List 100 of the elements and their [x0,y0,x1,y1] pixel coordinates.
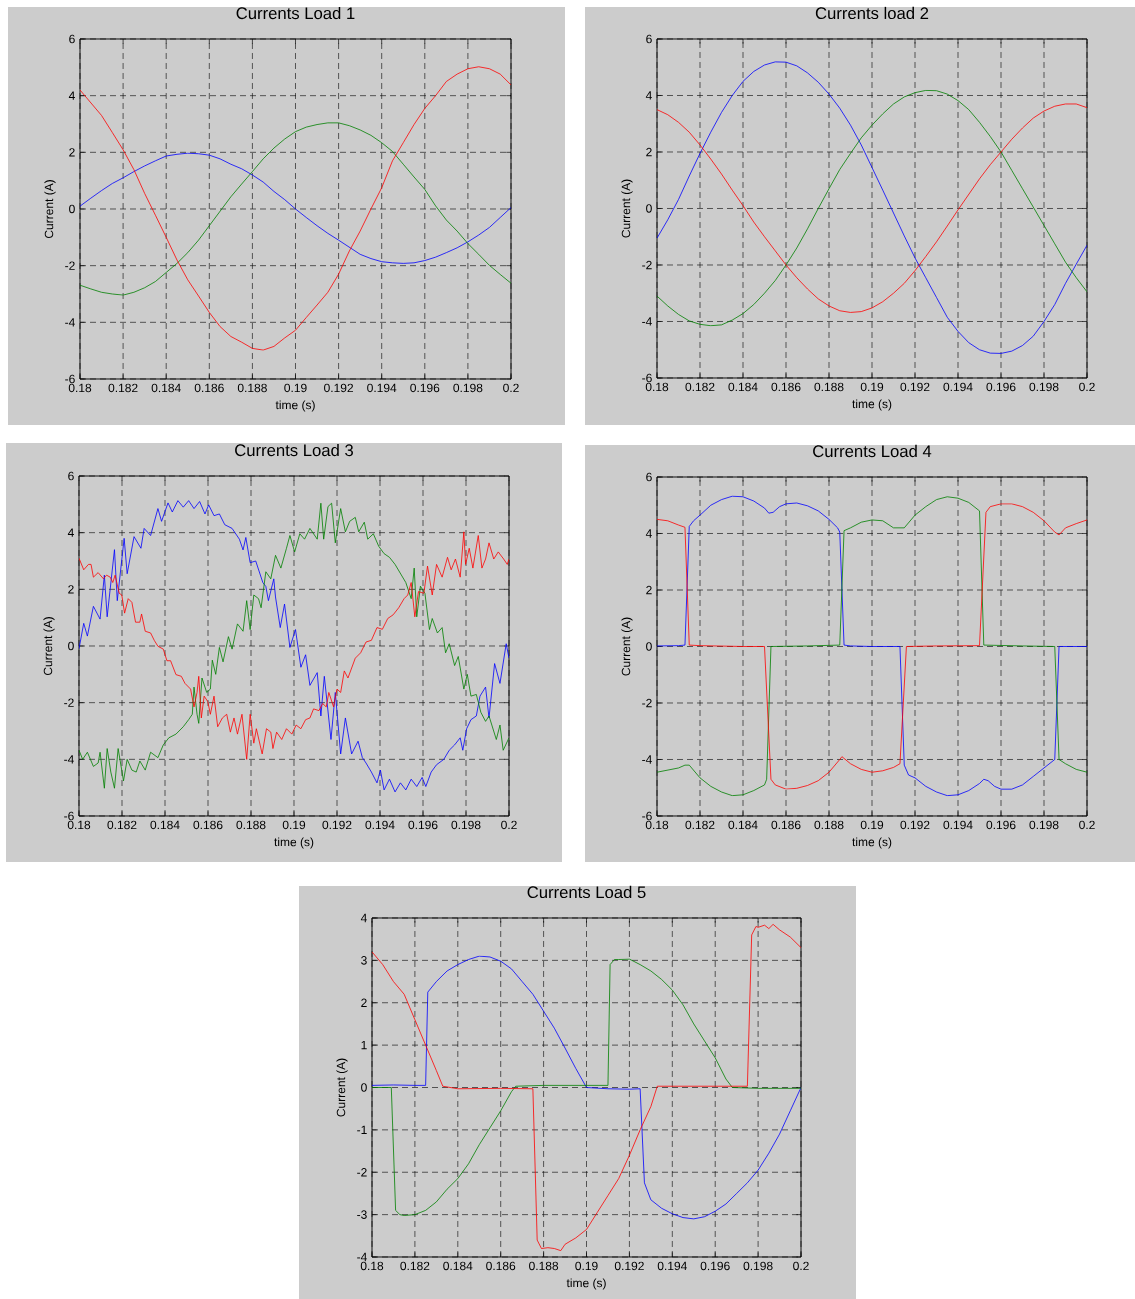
y-axis-title: Current (A) [44,180,56,239]
y-tick-label: -2 [64,698,74,707]
y-tick-label: -4 [65,318,75,327]
chart-title: Currents Load 5 [527,885,646,899]
y-tick-label: 0 [69,204,75,214]
x-tick-label: 0.19 [575,1261,598,1271]
x-tick-label: 0.198 [453,383,483,393]
x-tick-label: 0.186 [193,820,223,830]
y-tick-label: 1 [361,1040,367,1050]
x-tick-label: 0.182 [685,382,715,392]
y-tick-label: 6 [68,471,74,481]
x-tick-label: 0.198 [1029,820,1059,830]
y-tick-label: 2 [361,998,367,1007]
x-tick-label: 0.186 [771,382,801,392]
y-tick-label: -4 [357,1252,367,1262]
x-tick-label: 0.192 [324,383,353,393]
x-tick-label: 0.19 [860,820,884,830]
x-tick-label: 0.184 [728,382,758,392]
x-tick-label: 0.198 [451,820,481,830]
y-tick-label: -4 [64,755,74,764]
y-tick-label: 0 [646,204,652,213]
x-tick-label: 0.184 [151,383,181,393]
x-tick-label: 0.196 [408,820,438,830]
x-tick-label: 0.194 [943,382,973,392]
x-tick-label: 0.198 [1029,382,1059,392]
y-tick-label: -6 [642,811,652,821]
x-tick-label: 0.182 [685,820,715,830]
x-tick-label: 0.2 [501,820,517,830]
x-tick-label: 0.196 [986,382,1016,392]
x-tick-label: 0.188 [814,820,844,830]
y-tick-label: -6 [65,374,75,384]
x-axis-title: time (s) [274,837,314,849]
x-tick-label: 0.18 [645,820,669,830]
y-tick-label: 2 [68,585,74,594]
y-tick-label: -1 [357,1125,367,1134]
x-tick-label: 0.186 [771,820,801,830]
y-tick-label: 6 [646,34,652,44]
x-tick-label: 0.198 [743,1261,773,1271]
y-tick-label: -2 [642,698,652,708]
x-tick-label: 0.186 [486,1261,516,1271]
x-tick-label: 0.18 [360,1261,384,1271]
x-tick-label: 0.188 [814,382,844,392]
y-tick-label: 2 [646,585,652,595]
x-tick-label: 0.194 [367,383,397,393]
x-tick-label: 0.196 [986,820,1016,830]
x-tick-label: 0.184 [443,1261,473,1271]
y-tick-label: 6 [69,34,75,44]
y-tick-label: -2 [642,260,652,270]
x-tick-label: 0.18 [67,820,91,830]
chart-title: Currents load 2 [815,6,929,20]
x-tick-label: 0.2 [1079,382,1095,392]
x-tick-label: 0.19 [860,382,884,392]
y-axis-title: Current (A) [43,617,55,676]
x-tick-label: 0.184 [150,820,180,830]
x-tick-label: 0.192 [614,1261,644,1271]
x-tick-label: 0.19 [282,820,306,830]
chart-title: Currents Load 4 [813,444,932,458]
y-tick-label: -4 [642,317,652,326]
line-series [79,531,509,760]
y-tick-label: 6 [646,472,652,482]
y-axis-title: Current (A) [621,179,633,238]
y-tick-label: -2 [65,261,75,270]
y-tick-label: -4 [642,755,652,764]
x-tick-label: 0.194 [365,820,395,830]
x-tick-label: 0.18 [68,383,92,393]
x-tick-label: 0.196 [410,383,440,393]
x-tick-label: 0.192 [322,820,352,830]
x-tick-label: 0.182 [400,1261,430,1271]
x-axis-title: time (s) [275,400,315,412]
x-tick-label: 0.188 [529,1261,559,1271]
x-tick-label: 0.182 [108,383,138,393]
x-axis-title: time (s) [852,399,892,411]
x-axis-title: time (s) [852,837,892,849]
y-axis-title: Current (A) [621,617,633,676]
chart-title: Currents Load 3 [235,443,353,457]
x-tick-label: 0.2 [1079,820,1095,830]
y-tick-label: 0 [68,641,74,651]
x-tick-label: 0.19 [284,383,307,393]
y-tick-label: 4 [360,913,367,923]
x-tick-label: 0.184 [728,820,758,830]
x-tick-label: 0.192 [900,820,930,830]
y-tick-label: 2 [646,147,652,157]
y-tick-label: 4 [645,529,652,538]
y-tick-label: -2 [357,1168,367,1177]
x-tick-label: 0.188 [236,820,266,830]
y-tick-label: 0 [646,642,652,651]
x-axis-title: time (s) [566,1278,606,1290]
y-axis-title: Current (A) [336,1058,348,1117]
chart-title: Currents Load 1 [236,6,355,20]
x-tick-label: 0.194 [657,1261,687,1271]
x-tick-label: 0.182 [107,820,137,830]
y-tick-label: 2 [69,148,75,157]
x-tick-label: 0.194 [943,820,973,830]
y-tick-label: -6 [64,811,74,821]
y-tick-label: 3 [361,956,367,965]
x-tick-label: 0.2 [503,383,519,393]
x-tick-label: 0.2 [793,1261,809,1271]
y-tick-label: -3 [357,1210,367,1219]
x-tick-label: 0.196 [700,1261,730,1271]
x-tick-label: 0.188 [237,383,267,393]
